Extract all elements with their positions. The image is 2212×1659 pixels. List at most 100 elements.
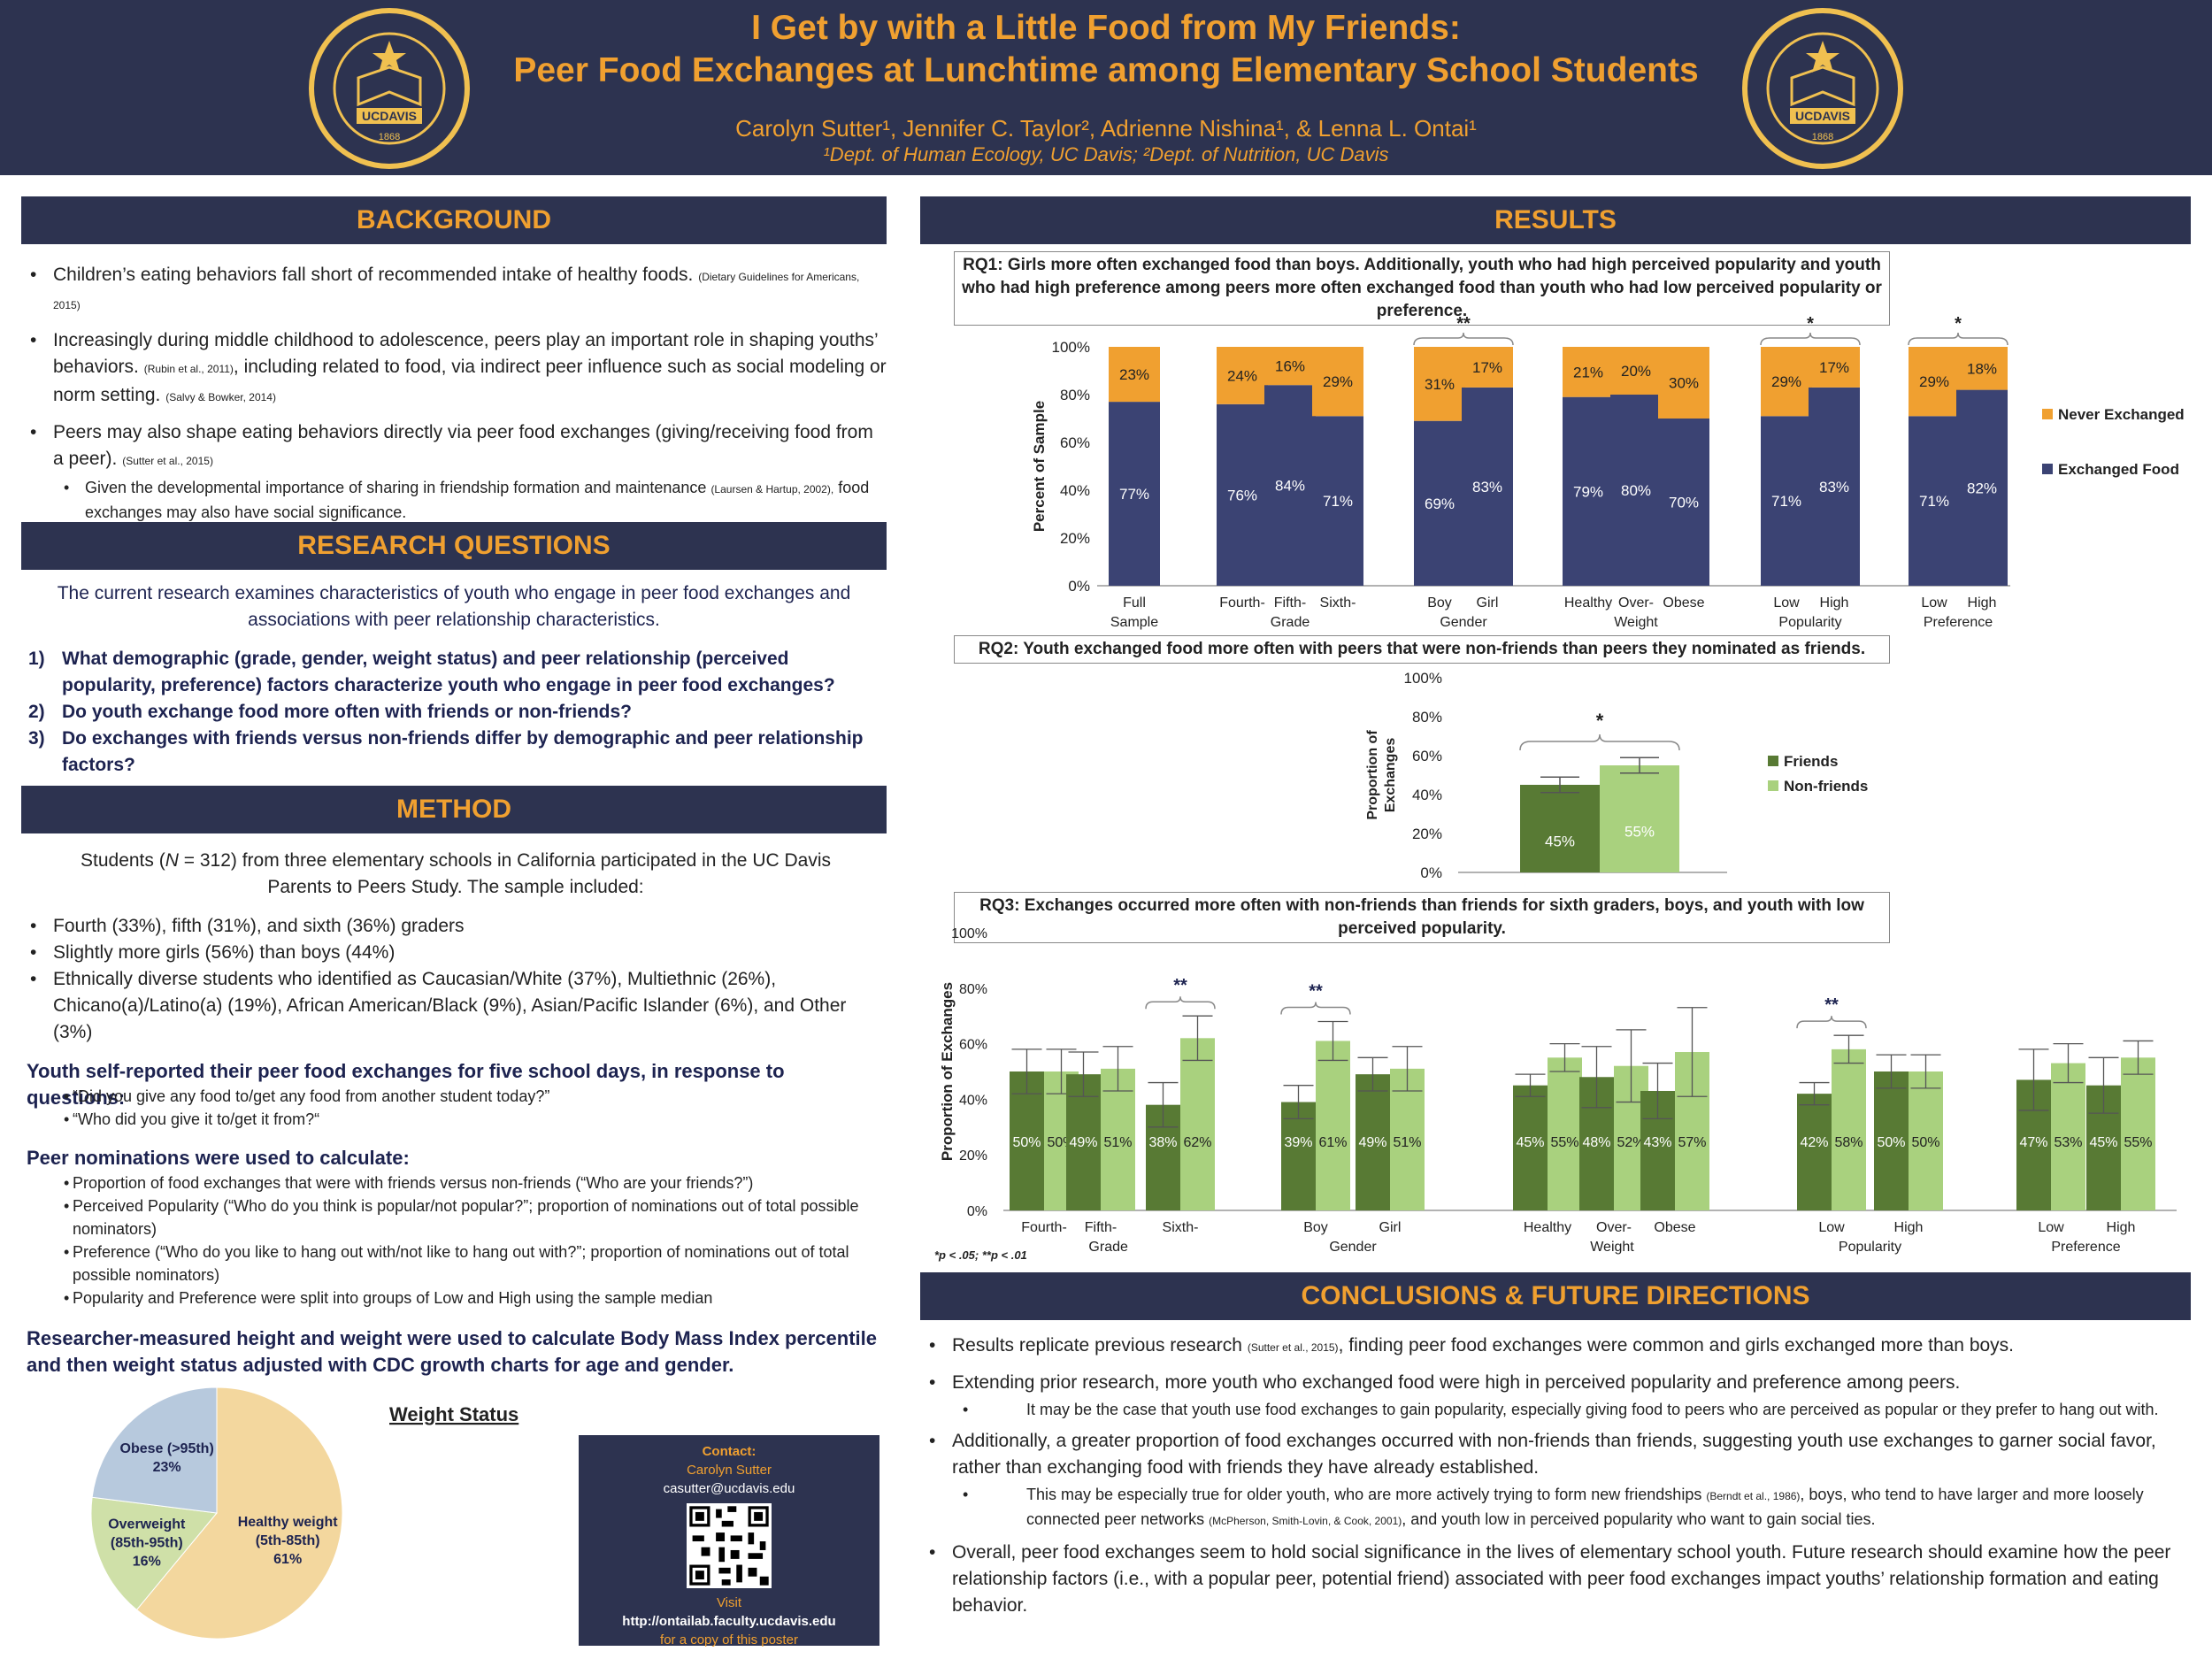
rq3-x-tick-label: High	[2107, 1220, 2136, 1235]
conclusion-bullet: Results replicate previous research (Sut…	[920, 1333, 2191, 1361]
rq1-y-tick-label: 100%	[1052, 339, 1090, 356]
rq1-bar-exchanged	[1956, 389, 2008, 586]
rq3-significance-bracket	[1145, 996, 1216, 1010]
rq3-x-tick-label: Low	[1818, 1220, 1845, 1235]
rq3-data-label: 42%	[1800, 1135, 1828, 1150]
rq3-bar-friends	[1010, 1071, 1044, 1210]
rq2-bar-chart: Proportion of Exchanges 0% 20% 40% 60% 80% 100%…	[1365, 670, 1868, 881]
rq3-y-tick-label: 20%	[959, 1148, 987, 1164]
nomination-bullet: Proportion of food exchanges that were w…	[21, 1171, 887, 1194]
rq1-x-tick-label: Fifth-	[1274, 595, 1306, 611]
nomination-bullet: Popularity and Preference were split int…	[21, 1286, 887, 1310]
affiliations: ¹Dept. of Human Ecology, UC Davis; ²Dept…	[823, 143, 1389, 165]
qr-code-icon[interactable]	[687, 1503, 772, 1588]
svg-text:1868: 1868	[379, 132, 400, 142]
rq1-significance-mark: **	[1456, 314, 1471, 334]
rq1-bar-exchanged	[1761, 416, 1812, 586]
rq3-bar-non-friends	[1101, 1068, 1135, 1210]
rq3-x-tick-label: Healthy	[1524, 1220, 1571, 1235]
rq1-data-label-never: 23%	[1119, 366, 1149, 383]
rq3-bar-non-friends	[1548, 1057, 1582, 1210]
pie-slice-label: Obese (>95th)	[120, 1441, 214, 1456]
rq-item-1: 1) What demographic (grade, gender, weigh…	[28, 649, 835, 695]
rq3-data-label: 53%	[2054, 1135, 2082, 1150]
sample-bullet: Fourth (33%), fifth (31%), and sixth (36…	[21, 913, 887, 940]
rq2-y-tick-label: 40%	[1412, 787, 1442, 803]
rq1-bar-exchanged	[1610, 395, 1662, 586]
background-bullet: Children’s eating behaviors fall short o…	[21, 262, 887, 319]
rq1-bar-exchanged	[1563, 396, 1614, 586]
contact-url[interactable]: http://ontailab.faculty.ucdavis.edu	[622, 1614, 836, 1629]
rq2-y-tick-label: 100%	[1404, 670, 1442, 687]
rq1-x-tick-label: Low	[1921, 595, 1947, 611]
rq1-data-label-never: 20%	[1621, 363, 1651, 380]
rq3-data-label: 39%	[1284, 1135, 1312, 1150]
rq3-bar-non-friends	[1909, 1071, 1943, 1210]
rq1-data-label-never: 21%	[1573, 364, 1603, 380]
rq2-legend-swatch	[1768, 756, 1778, 766]
rq1-data-label-never: 18%	[1967, 360, 1997, 377]
results-heading: RESULTS	[920, 196, 2191, 244]
rq1-data-label-never: 16%	[1275, 358, 1305, 375]
rq1-bar-never-exchanged	[1909, 347, 1960, 417]
rq1-data-label-exchanged: 84%	[1275, 478, 1305, 495]
contact-tail: for a copy of this poster	[660, 1632, 798, 1647]
rq3-grouped-bar-chart: Proportion of Exchanges 0% 20% 40% 60% 80% 100…	[939, 926, 2177, 1255]
rq3-data-label: 45%	[1516, 1135, 1544, 1150]
rq1-bar-never-exchanged	[1658, 347, 1709, 419]
rq1-bar-never-exchanged	[1956, 347, 2008, 390]
rq1-data-label-exchanged: 70%	[1669, 495, 1699, 511]
question-quote: “Who did you give it to/get it from?“	[21, 1108, 887, 1131]
rq3-bar-non-friends	[1390, 1068, 1425, 1210]
rq3-significance-mark: **	[1824, 995, 1839, 1015]
rq3-x-tick-label: Obese	[1654, 1220, 1695, 1235]
rq1-legend-swatch	[2042, 464, 2053, 474]
rq1-data-label-never: 30%	[1669, 375, 1699, 392]
contact-email[interactable]: casutter@ucdavis.edu	[663, 1481, 795, 1496]
pie-slice	[135, 1386, 343, 1640]
rq3-data-label: 61%	[1318, 1135, 1347, 1150]
rq2-legend-label: Non-friends	[1784, 778, 1868, 795]
pie-slice-label: Overweight	[108, 1517, 186, 1532]
rq3-y-tick-label: 80%	[959, 982, 987, 997]
rq3-x-tick-label: Fourth-	[1021, 1220, 1067, 1235]
rq3-x-tick-label: Boy	[1303, 1220, 1328, 1235]
rq3-data-label: 51%	[1103, 1135, 1132, 1150]
svg-text:UCDAVIS: UCDAVIS	[362, 109, 417, 123]
background-bullet: Peers may also shape eating behaviors di…	[21, 419, 887, 474]
rq3-data-label: 45%	[2089, 1135, 2117, 1150]
rq3-bar-non-friends	[2121, 1057, 2155, 1210]
rq3-group-label: Popularity	[1839, 1240, 1901, 1255]
rq1-legend-label: Exchanged Food	[2058, 461, 2179, 478]
rq1-x-tick-label: High	[1820, 595, 1849, 611]
rq1-group-label: Preference	[1924, 615, 1993, 630]
rq1-result-title: RQ1: Girls more often exchanged food tha…	[954, 251, 1890, 326]
conclusion-bullet: Extending prior research, more youth who…	[920, 1370, 2191, 1396]
rq2-data-label: 45%	[1545, 833, 1575, 850]
rq1-significance-mark: *	[1955, 314, 1962, 334]
question-quote: “Did you give any food to/get any food f…	[21, 1085, 887, 1108]
background-heading: BACKGROUND	[21, 196, 887, 244]
rq1-bar-never-exchanged	[1109, 347, 1160, 403]
rq3-data-label: 49%	[1069, 1135, 1097, 1150]
rq1-y-tick-label: 60%	[1060, 434, 1090, 451]
rq1-x-tick-label: Obese	[1663, 595, 1704, 611]
rq1-significance-bracket	[1908, 332, 2008, 346]
conclusion-bullet: Additionally, a greater proportion of fo…	[920, 1428, 2191, 1481]
rq2-legend-label: Friends	[1784, 753, 1838, 770]
rq2-y-axis-label: Exchanges	[1383, 738, 1398, 813]
rq3-data-label: 49%	[1358, 1135, 1386, 1150]
rq1-data-label-exchanged: 71%	[1919, 493, 1949, 510]
rq1-data-label-never: 29%	[1919, 373, 1949, 390]
rq1-bar-exchanged	[1109, 402, 1160, 586]
rq3-data-label: 51%	[1393, 1135, 1421, 1150]
rq3-x-tick-label: Fifth-	[1085, 1220, 1117, 1235]
rq3-group-label: Gender	[1329, 1240, 1377, 1255]
rq-item-2: 2) Do youth exchange food more often with…	[28, 702, 633, 722]
rq3-x-tick-label: High	[1894, 1220, 1924, 1235]
rq1-x-tick-label: Healthy	[1564, 595, 1612, 611]
authors: Carolyn Sutter¹, Jennifer C. Taylor², Ad…	[735, 115, 1477, 142]
rq1-legend-swatch	[2042, 409, 2053, 419]
rq3-group-label: Grade	[1088, 1240, 1128, 1255]
rq1-significance-mark: *	[1807, 314, 1814, 334]
